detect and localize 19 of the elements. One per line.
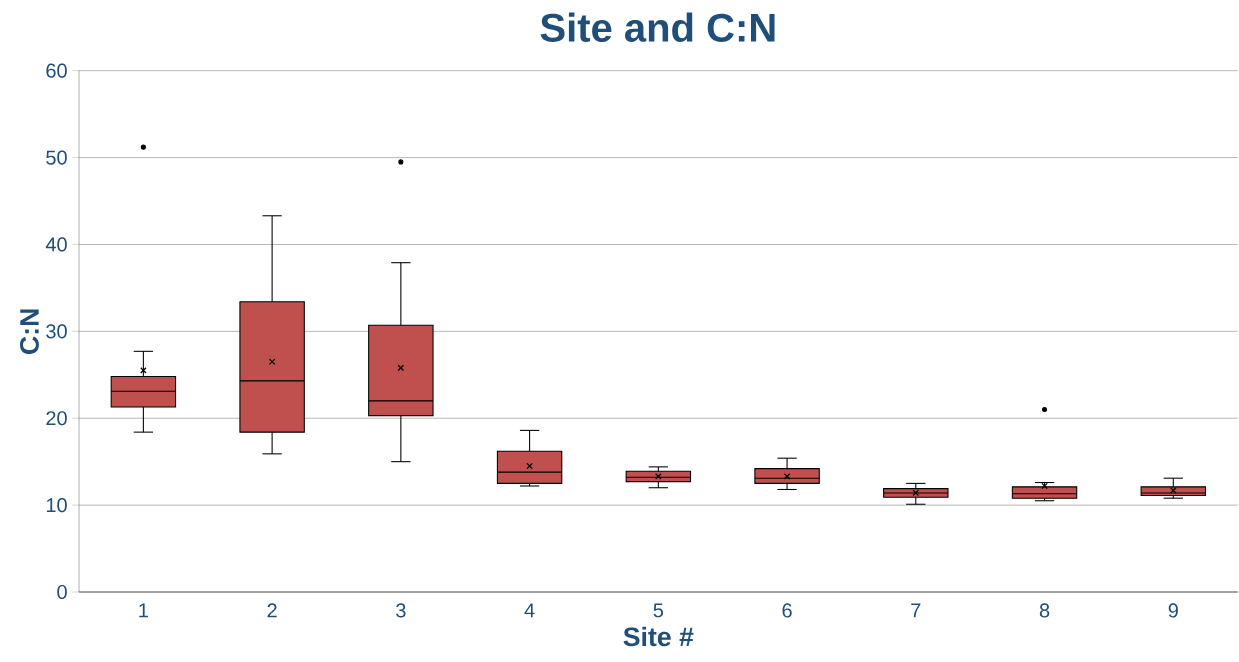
x-tick-label: 7 [911, 603, 921, 618]
y-tick-label: 30 [46, 324, 67, 339]
x-tick-label: 8 [1039, 603, 1050, 618]
y-tick-label: 40 [45, 237, 67, 252]
x-axis-title: Site # [623, 626, 694, 647]
x-tick-label: 5 [653, 603, 664, 618]
x-tick-label: 6 [782, 603, 792, 618]
y-tick-label: 60 [46, 63, 67, 78]
y-tick-label: 20 [46, 411, 67, 426]
y-tick-label: 10 [46, 498, 67, 513]
x-tick-label: 4 [524, 603, 535, 618]
x-tick-label: 9 [1168, 603, 1178, 618]
y-axis-title: C:N [20, 309, 39, 354]
y-tick-label: 50 [46, 150, 67, 165]
chart-title: Site and C:N [540, 12, 775, 42]
x-tick-label: 1 [139, 603, 148, 618]
x-tick-label: 2 [267, 603, 277, 618]
y-tick-label: 0 [57, 584, 67, 600]
x-tick-label: 3 [396, 603, 406, 618]
